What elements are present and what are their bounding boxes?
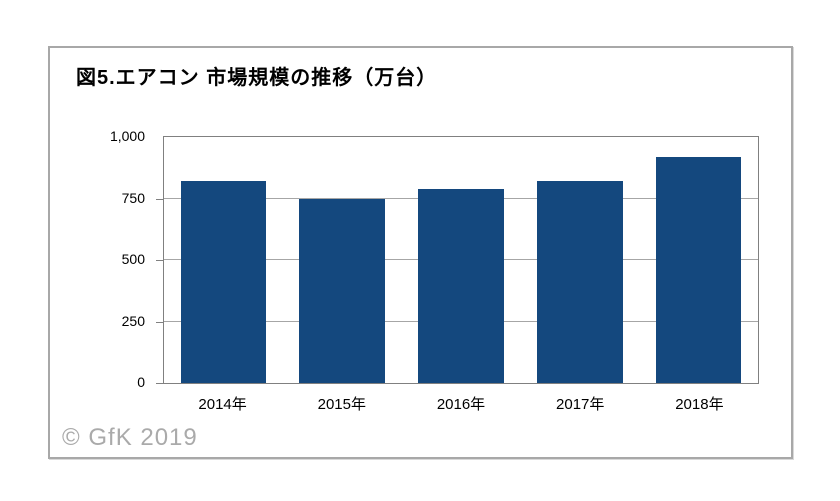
bar-series xyxy=(164,137,758,383)
y-tick-mark-500 xyxy=(156,260,163,261)
x-tick-label-2018年: 2018年 xyxy=(675,396,724,413)
x-tick-label-2014年: 2014年 xyxy=(198,396,247,413)
bar-2017年 xyxy=(537,181,623,383)
y-tick-label-0: 0 xyxy=(137,374,145,390)
bar-slot-2016年 xyxy=(402,137,521,383)
bar-2014年 xyxy=(180,181,267,383)
x-axis: 2014年 2015年 2016年 2017年 2018年 xyxy=(163,393,759,414)
bar-slot-2017年 xyxy=(520,137,639,383)
bar-2018年 xyxy=(655,156,742,383)
y-tick-mark-750 xyxy=(156,198,163,200)
x-tick-label-2017年: 2017年 xyxy=(556,396,605,413)
x-tick-label-2016年: 2016年 xyxy=(436,396,486,413)
y-tick-label-500: 500 xyxy=(121,251,145,267)
y-tick-label-750: 750 xyxy=(121,189,145,206)
y-tick-mark-0 xyxy=(156,383,163,384)
y-tick-mark-250 xyxy=(156,321,163,323)
watermark-gfk: © GfK 2019 xyxy=(62,424,198,451)
bar-slot-2014年 xyxy=(164,137,283,383)
bar-2015年 xyxy=(299,198,385,383)
y-tick-label-1000: 1,000 xyxy=(109,128,145,144)
y-tick-label-250: 250 xyxy=(121,312,145,329)
plot-area xyxy=(163,136,759,384)
y-axis: 1,000 750 500 250 0 xyxy=(50,128,156,390)
bar-slot-2018年 xyxy=(639,137,758,383)
chart-title: 図5.エアコン 市場規模の推移（万台） xyxy=(76,67,438,89)
x-tick-label-2015年: 2015年 xyxy=(317,396,366,413)
bar-slot-2015年 xyxy=(283,137,402,383)
chart-container: 図5.エアコン 市場規模の推移（万台） 1,000 750 500 250 0 2014… xyxy=(48,46,793,459)
bar-2016年 xyxy=(418,188,504,383)
